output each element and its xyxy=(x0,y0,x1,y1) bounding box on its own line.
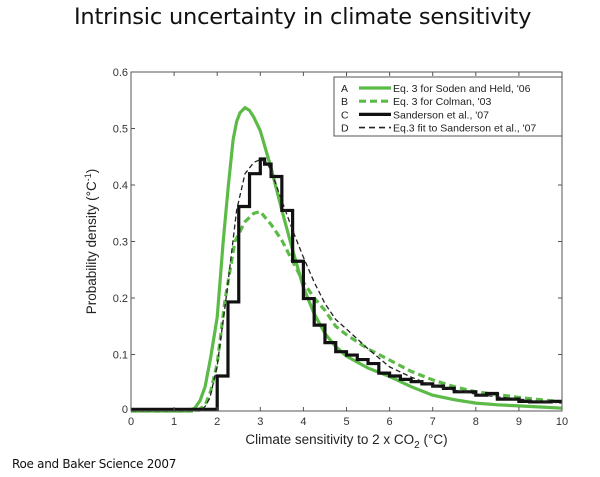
y-axis-label: Probability density (°C-1) xyxy=(83,169,99,314)
x-tick-label: 0 xyxy=(128,416,134,428)
x-tick-label: 10 xyxy=(556,416,568,428)
legend-label-D: Eq.3 fit to Sanderson et al., '07 xyxy=(393,123,536,135)
legend-letter: C xyxy=(341,109,349,121)
series-A-line xyxy=(131,105,563,413)
series-layer xyxy=(131,105,563,413)
x-axis-label: Climate sensitivity to 2 x CO2 (°C) xyxy=(245,432,447,451)
x-tick-label: 6 xyxy=(387,416,393,428)
slide-title: Intrinsic uncertainty in climate sensiti… xyxy=(74,4,532,30)
x-tick-label: 4 xyxy=(300,416,306,428)
x-tick-label: 9 xyxy=(516,416,522,428)
legend-letter: B xyxy=(341,96,348,108)
x-tick-label: 8 xyxy=(473,416,479,428)
x-tick-label: 1 xyxy=(171,416,177,428)
x-tick-label: 5 xyxy=(343,416,349,428)
y-tick-label: 0.3 xyxy=(113,237,128,249)
x-tick-label: 7 xyxy=(430,416,436,428)
y-tick-label: 0.1 xyxy=(113,350,128,362)
series-B-line xyxy=(131,209,563,413)
series-C-line xyxy=(131,157,562,411)
y-tick-label: 0.5 xyxy=(113,124,128,136)
legend-label-A: Eq. 3 for Soden and Held, '06 xyxy=(393,83,531,95)
citation: Roe and Baker Science 2007 xyxy=(12,457,177,471)
series-D-line xyxy=(131,158,563,412)
legend-letter: A xyxy=(341,83,348,95)
y-tick-label: 0 xyxy=(122,404,128,416)
x-tick-label: 3 xyxy=(257,416,263,428)
axis-tick-labels: 0 1 2 3 4 5 6 7 8 9 10 0 0.1 0.2 0.3 0.4 0.5 0.6 xyxy=(113,67,568,428)
legend: A Eq. 3 for Soden and Held, '06 B Eq. 3 for… xyxy=(333,76,563,137)
x-tick-label: 2 xyxy=(214,416,220,428)
legend-label-B: Eq. 3 for Colman, '03 xyxy=(393,96,491,108)
y-tick-label: 0.4 xyxy=(113,180,128,192)
legend-letter: D xyxy=(341,123,349,135)
y-tick-label: 0.2 xyxy=(113,293,128,305)
legend-label-C: Sanderson et al., '07 xyxy=(393,109,489,121)
y-tick-label: 0.6 xyxy=(113,67,128,79)
